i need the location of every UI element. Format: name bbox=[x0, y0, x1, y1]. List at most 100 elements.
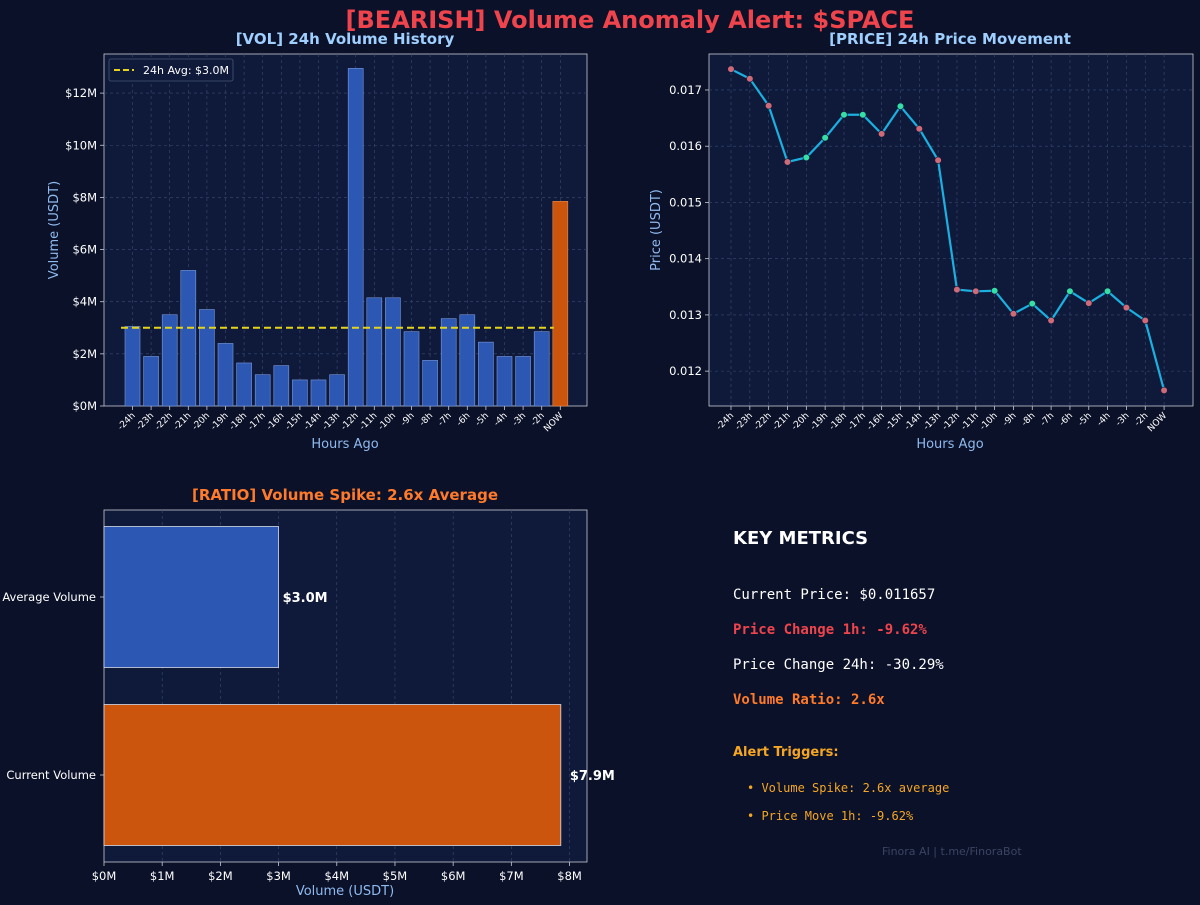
x-tick-label: -23h bbox=[135, 411, 157, 433]
y-tick-label: Average Volume bbox=[2, 590, 96, 604]
x-tick-label: -22h bbox=[153, 411, 175, 433]
volume-y-axis-label: Volume (USDT) bbox=[47, 181, 62, 279]
price-point-up bbox=[1028, 300, 1036, 308]
volume-ratio-metric: Volume Ratio: 2.6x bbox=[733, 692, 885, 708]
ratio-x-axis-label: Volume (USDT) bbox=[296, 884, 394, 899]
x-tick-label: NOW bbox=[1146, 411, 1169, 434]
x-tick-label: -16h bbox=[865, 411, 887, 433]
x-tick-label: $7M bbox=[499, 869, 524, 883]
price-y-axis-label: Price (USDT) bbox=[649, 189, 664, 271]
price-chart-title: [PRICE] 24h Price Movement bbox=[829, 30, 1071, 48]
alert-trigger-item: • Price Move 1h: -9.62% bbox=[747, 809, 914, 823]
x-tick-label: -13h bbox=[321, 411, 343, 433]
footer-credit: Finora AI | t.me/FinoraBot bbox=[882, 845, 1022, 858]
x-tick-label: -9h bbox=[399, 411, 416, 428]
x-tick-label: -18h bbox=[228, 411, 250, 433]
x-tick-label: -14h bbox=[302, 411, 324, 433]
current-price-metric: Current Price: $0.011657 bbox=[733, 587, 936, 603]
volume-bar bbox=[310, 379, 327, 407]
x-tick-label: -8h bbox=[418, 411, 435, 428]
y-tick-label: $8M bbox=[72, 190, 97, 204]
y-tick-label: 0.013 bbox=[669, 308, 702, 322]
volume-bar bbox=[180, 270, 197, 407]
average-volume-bar bbox=[103, 526, 279, 668]
volume-bar bbox=[329, 374, 345, 407]
price-point-down bbox=[1160, 386, 1168, 395]
x-tick-label: -11h bbox=[959, 411, 981, 433]
volume-bar bbox=[440, 318, 457, 407]
x-tick-label: -3h bbox=[511, 411, 528, 428]
x-tick-label: -15h bbox=[284, 411, 306, 433]
x-tick-label: $3M bbox=[266, 869, 291, 883]
x-tick-label: -9h bbox=[1001, 411, 1018, 428]
legend-avg-label: 24h Avg: $3.0M bbox=[143, 64, 229, 77]
price-point-up bbox=[821, 134, 829, 142]
x-tick-label: -12h bbox=[941, 411, 963, 433]
x-tick-label: -4h bbox=[492, 411, 509, 428]
x-tick-label: $8M bbox=[557, 869, 582, 883]
price-point-down bbox=[1085, 299, 1093, 307]
price-change-1h-metric: Price Change 1h: -9.62% bbox=[733, 622, 927, 638]
price-point-down bbox=[915, 125, 923, 133]
volume-bar bbox=[366, 297, 383, 407]
x-tick-label: -21h bbox=[771, 411, 793, 433]
price-point-down bbox=[1122, 303, 1131, 312]
x-tick-label: NOW bbox=[542, 411, 565, 434]
price-x-axis-label: Hours Ago bbox=[916, 437, 983, 452]
x-tick-label: -24h bbox=[715, 411, 737, 433]
x-tick-label: $2M bbox=[208, 869, 233, 883]
price-point-up bbox=[896, 102, 905, 110]
x-tick-label: -17h bbox=[846, 411, 868, 433]
x-tick-label: -6h bbox=[1058, 411, 1075, 428]
price-point-down bbox=[1009, 310, 1018, 318]
volume-bar bbox=[403, 331, 420, 407]
x-tick-label: -8h bbox=[1020, 411, 1037, 428]
price-plot-area bbox=[708, 53, 1194, 407]
x-tick-label: -5h bbox=[474, 411, 491, 428]
volume-bar bbox=[236, 362, 252, 407]
volume-bar bbox=[124, 326, 141, 407]
volume-bar bbox=[143, 356, 159, 407]
price-point-down bbox=[934, 156, 942, 164]
ratio-chart-title: [RATIO] Volume Spike: 2.6x Average bbox=[192, 486, 498, 504]
x-tick-label: -13h bbox=[922, 411, 944, 433]
price-point-up bbox=[1066, 287, 1074, 295]
x-tick-label: $6M bbox=[441, 869, 466, 883]
key-metrics-title: KEY METRICS bbox=[733, 528, 869, 549]
volume-history-chart: [VOL] 24h Volume History Hours Ago Volum… bbox=[47, 30, 588, 452]
x-tick-label: -15h bbox=[884, 411, 906, 433]
price-point-up bbox=[1103, 287, 1112, 295]
price-movement-chart: [PRICE] 24h Price Movement Hours Ago Pri… bbox=[649, 30, 1194, 452]
y-tick-label: 0.015 bbox=[669, 195, 702, 209]
alert-title: [BEARISH] Volume Anomaly Alert: $SPACE bbox=[346, 6, 915, 34]
volume-bar bbox=[385, 297, 401, 407]
volume-legend: 24h Avg: $3.0M bbox=[108, 58, 234, 82]
price-point-down bbox=[783, 158, 792, 166]
volume-bar bbox=[496, 356, 513, 407]
y-tick-label: $6M bbox=[72, 243, 97, 257]
volume-bar-current bbox=[552, 201, 569, 407]
volume-bar bbox=[292, 379, 308, 407]
legend-box bbox=[108, 58, 234, 82]
x-tick-label: -16h bbox=[265, 411, 287, 433]
x-tick-label: -23h bbox=[733, 411, 755, 433]
x-tick-label: -4h bbox=[1095, 411, 1112, 428]
x-tick-label: $5M bbox=[383, 869, 408, 883]
x-tick-label: -19h bbox=[209, 411, 231, 433]
price-point-down bbox=[727, 65, 735, 73]
volume-bar bbox=[533, 331, 550, 407]
x-tick-label: -6h bbox=[455, 411, 472, 428]
y-tick-label: $12M bbox=[65, 86, 97, 100]
y-tick-label: 0.014 bbox=[669, 252, 702, 266]
x-tick-label: -11h bbox=[358, 411, 380, 433]
volume-bar bbox=[515, 356, 531, 407]
x-tick-label: -5h bbox=[1076, 411, 1093, 428]
x-tick-label: -7h bbox=[1039, 411, 1056, 428]
price-point-up bbox=[802, 153, 810, 162]
x-tick-label: -20h bbox=[790, 411, 812, 433]
volume-bar bbox=[422, 360, 438, 407]
x-tick-label: -10h bbox=[377, 411, 399, 433]
volume-chart-title: [VOL] 24h Volume History bbox=[236, 30, 455, 48]
bar-value-label: $7.9M bbox=[570, 769, 615, 784]
